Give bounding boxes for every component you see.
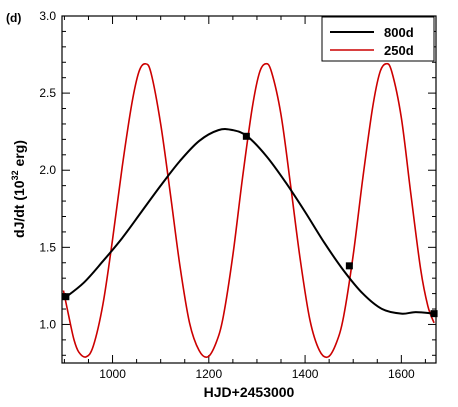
x-tick-label: 1000 [99,367,126,381]
markers-layer [62,132,438,318]
y-tick-label: 1.5 [39,240,56,254]
y-axis-title-sup: 32 [10,170,20,180]
x-axis-title: HJD+2453000 [204,384,295,400]
y-tick-label: 2.0 [39,163,56,177]
tick-labels-layer: 1000 1200 1400 1600 1.0 1.5 2.0 2.5 3.0 [39,9,415,381]
legend-label-800d: 800d [384,25,414,40]
data-marker [430,310,438,318]
x-tick-label: 1600 [388,367,415,381]
data-marker [62,293,70,301]
data-marker [345,262,353,270]
y-axis-title-main: dJ/dt (10 [11,180,27,238]
x-tick-label: 1200 [195,367,222,381]
plot-frame [61,15,437,364]
legend-label-250d: 250d [384,43,414,58]
legend-box [321,16,435,62]
y-axis-title-tail: erg) [11,140,27,170]
y-tick-label: 2.5 [39,86,56,100]
y-tick-label: 3.0 [39,9,56,23]
x-tick-label: 1400 [292,367,319,381]
y-tick-label: 1.0 [39,317,56,331]
panel-label: (d) [6,11,21,25]
legend: 800d 250d [321,16,435,62]
y-axis-title: dJ/dt (1032 erg) [10,140,27,238]
data-marker [242,132,250,140]
